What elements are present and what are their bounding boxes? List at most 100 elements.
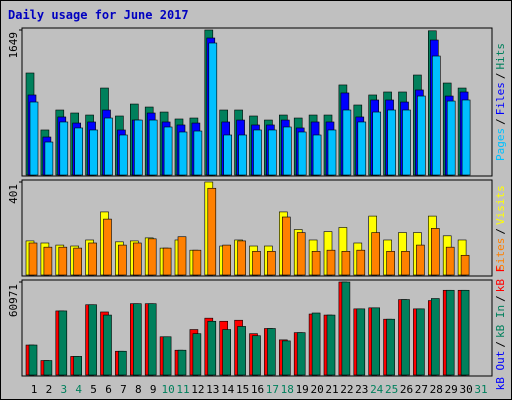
y-tick-label: 401 bbox=[7, 184, 20, 204]
bar bbox=[178, 131, 188, 176]
bar bbox=[207, 320, 217, 376]
bar bbox=[58, 310, 68, 376]
bar bbox=[163, 126, 173, 176]
bar bbox=[103, 314, 112, 376]
bar bbox=[268, 129, 277, 176]
x-tick-label: 29 bbox=[445, 383, 458, 396]
legend-entry: Hits bbox=[494, 43, 507, 70]
x-tick-label: 18 bbox=[281, 383, 294, 396]
bar bbox=[312, 134, 322, 176]
x-tick-label: 27 bbox=[415, 383, 428, 396]
bar bbox=[208, 42, 218, 176]
legend-entry: kB In bbox=[494, 305, 507, 338]
legend-separator: / bbox=[494, 295, 507, 302]
bar bbox=[193, 130, 203, 176]
bar bbox=[416, 308, 425, 376]
bar bbox=[296, 232, 306, 276]
x-tick-label: 6 bbox=[105, 383, 112, 396]
x-tick-label: 28 bbox=[430, 383, 443, 396]
legend-entry: Pages bbox=[494, 128, 507, 161]
bar bbox=[58, 246, 68, 276]
bar bbox=[147, 238, 157, 276]
bar bbox=[326, 249, 336, 276]
bar bbox=[297, 131, 307, 176]
bar bbox=[134, 119, 143, 176]
bar bbox=[28, 242, 38, 276]
x-tick-label: 13 bbox=[206, 383, 219, 396]
legend-entry: Sites bbox=[494, 238, 507, 271]
bar bbox=[192, 249, 202, 276]
bar bbox=[238, 134, 247, 176]
bar bbox=[59, 121, 69, 176]
bar bbox=[252, 335, 261, 376]
x-tick-label: 26 bbox=[400, 383, 413, 396]
bar bbox=[222, 329, 231, 376]
legend: Pages / Files / Hits bbox=[494, 43, 507, 161]
bar bbox=[252, 251, 261, 276]
bar bbox=[88, 242, 97, 276]
bar bbox=[445, 289, 455, 376]
legend-separator: / bbox=[494, 118, 507, 125]
bar bbox=[89, 129, 98, 176]
bar bbox=[416, 244, 425, 276]
bar bbox=[342, 109, 352, 176]
legend: Sites / Visits bbox=[494, 185, 507, 271]
x-tick-label: 1 bbox=[31, 383, 38, 396]
legend-separator: / bbox=[494, 73, 507, 80]
y-tick-label: 60971 bbox=[7, 284, 20, 317]
bar bbox=[430, 228, 440, 276]
legend-entry: kB F bbox=[494, 266, 507, 293]
legend-entry: Files bbox=[494, 82, 507, 115]
x-tick-label: 10 bbox=[161, 383, 174, 396]
bar bbox=[73, 356, 82, 376]
x-tick-label: 7 bbox=[120, 383, 127, 396]
bar bbox=[267, 251, 276, 276]
bar bbox=[401, 251, 410, 276]
bar bbox=[28, 344, 38, 376]
x-tick-label: 25 bbox=[385, 383, 398, 396]
bar bbox=[253, 129, 262, 176]
x-tick-label: 11 bbox=[176, 383, 189, 396]
bar bbox=[431, 55, 441, 176]
x-tick-label: 30 bbox=[459, 383, 472, 396]
legend-entry: Visits bbox=[494, 185, 507, 225]
x-tick-label: 23 bbox=[355, 383, 368, 396]
bar bbox=[118, 244, 127, 276]
bar bbox=[445, 246, 455, 276]
bar bbox=[192, 333, 202, 376]
legend: kB Out / kB In / kB F bbox=[494, 266, 507, 391]
x-tick-label: 22 bbox=[340, 383, 353, 396]
bar bbox=[267, 328, 276, 376]
bar bbox=[223, 134, 232, 176]
x-tick-label: 19 bbox=[296, 383, 309, 396]
bar bbox=[133, 242, 142, 276]
chart-title: Daily usage for June 2017 bbox=[8, 8, 189, 22]
bar bbox=[357, 121, 367, 176]
x-tick-label: 14 bbox=[221, 383, 235, 396]
bar bbox=[356, 249, 366, 276]
bar bbox=[296, 332, 306, 376]
bar bbox=[162, 336, 172, 376]
x-tick-label: 4 bbox=[75, 383, 82, 396]
bar bbox=[341, 281, 351, 376]
bar bbox=[147, 303, 157, 376]
bar bbox=[74, 127, 83, 176]
legend-entry: kB Out bbox=[494, 351, 507, 391]
bar bbox=[43, 360, 53, 376]
x-tick-label: 16 bbox=[251, 383, 264, 396]
bar bbox=[446, 100, 456, 176]
bar bbox=[118, 350, 127, 376]
bar bbox=[417, 95, 426, 176]
bar bbox=[386, 251, 395, 276]
bar bbox=[44, 141, 54, 176]
bar bbox=[401, 299, 410, 376]
bar bbox=[341, 251, 351, 276]
bar bbox=[237, 326, 246, 376]
bar bbox=[386, 318, 395, 376]
bar bbox=[326, 314, 336, 376]
bar bbox=[222, 244, 231, 276]
bar bbox=[327, 129, 337, 176]
bar bbox=[119, 134, 128, 176]
x-tick-label: 3 bbox=[60, 383, 67, 396]
